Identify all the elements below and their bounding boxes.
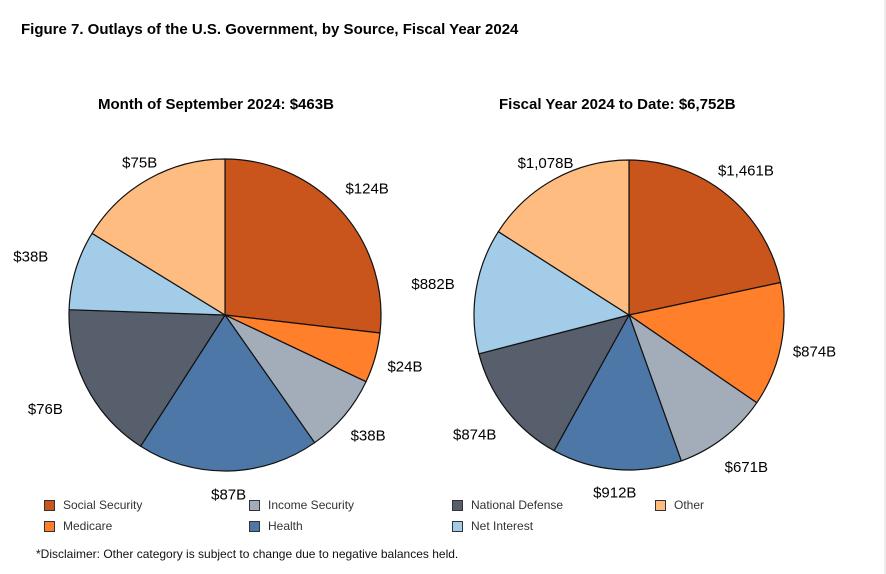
pie-slice-income-security — [628, 314, 758, 462]
pie-slice-other — [497, 159, 630, 316]
figure-title: Figure 7. Outlays of the U.S. Government… — [21, 21, 519, 38]
pie-slice-national-defense — [68, 309, 226, 447]
legend-item-income-security: Income Security — [249, 498, 354, 512]
legend-swatch — [249, 499, 260, 511]
legend-label: Net Interest — [471, 519, 534, 533]
legend-label: National Defense — [471, 498, 564, 512]
legend-swatch — [44, 499, 55, 511]
pie-title-fytd: Fiscal Year 2024 to Date: $6,752B — [499, 96, 736, 113]
legend-swatch — [249, 520, 260, 532]
legend-swatch — [452, 499, 463, 511]
data-label-income-security: $671B — [725, 459, 768, 476]
legend-swatch — [452, 520, 463, 532]
pie-slice-health — [553, 314, 682, 471]
pie-slice-other — [91, 158, 226, 316]
data-label-health: $912B — [593, 485, 636, 502]
data-label-income-security: $38B — [351, 428, 386, 445]
data-label-social-security: $124B — [345, 180, 388, 197]
data-label-other: $1,078B — [518, 155, 574, 172]
pie-slice-national-defense — [478, 314, 630, 452]
data-label-social-security: $1,461B — [718, 162, 774, 179]
legend-item-health: Health — [249, 519, 303, 533]
pie-slice-medicare — [628, 281, 785, 404]
data-label-net-interest: $882B — [411, 276, 454, 293]
legend-item-national-defense: National Defense — [452, 498, 563, 512]
legend-label: Medicare — [63, 519, 113, 533]
data-label-net-interest: $38B — [13, 249, 48, 266]
legend-item-medicare: Medicare — [44, 519, 112, 533]
pie-title-month: Month of September 2024: $463B — [98, 96, 334, 113]
page-border — [884, 0, 886, 574]
data-label-national-defense: $874B — [453, 427, 496, 444]
data-label-health: $87B — [211, 486, 246, 503]
data-label-other: $75B — [122, 155, 157, 172]
data-label-medicare: $24B — [387, 359, 422, 376]
pie-fiscal-year-to-date: $1,461B $874B $671B $912B $874B $882B $1,078B — [411, 155, 836, 502]
pie-month-september: $124B $24B $38B $87B $76B $38B $75B — [13, 155, 422, 504]
pie-slice-social-security — [628, 159, 782, 316]
legend-label: Social Security — [63, 498, 143, 512]
pie-slice-social-security — [224, 158, 382, 334]
pie-slice-net-interest — [473, 231, 630, 355]
legend-item-other: Other — [655, 498, 704, 512]
legend-item-social-security: Social Security — [44, 498, 142, 512]
data-label-medicare: $874B — [793, 344, 836, 361]
legend-label: Health — [268, 519, 303, 533]
legend-swatch — [655, 499, 666, 511]
pie-slice-health — [140, 314, 316, 472]
legend-item-net-interest: Net Interest — [452, 519, 533, 533]
data-label-national-defense: $76B — [28, 401, 63, 418]
legend-label: Other — [674, 498, 705, 512]
legend-label: Income Security — [268, 498, 355, 512]
legend-swatch — [44, 520, 55, 532]
disclaimer: *Disclaimer: Other category is subject t… — [36, 547, 459, 561]
